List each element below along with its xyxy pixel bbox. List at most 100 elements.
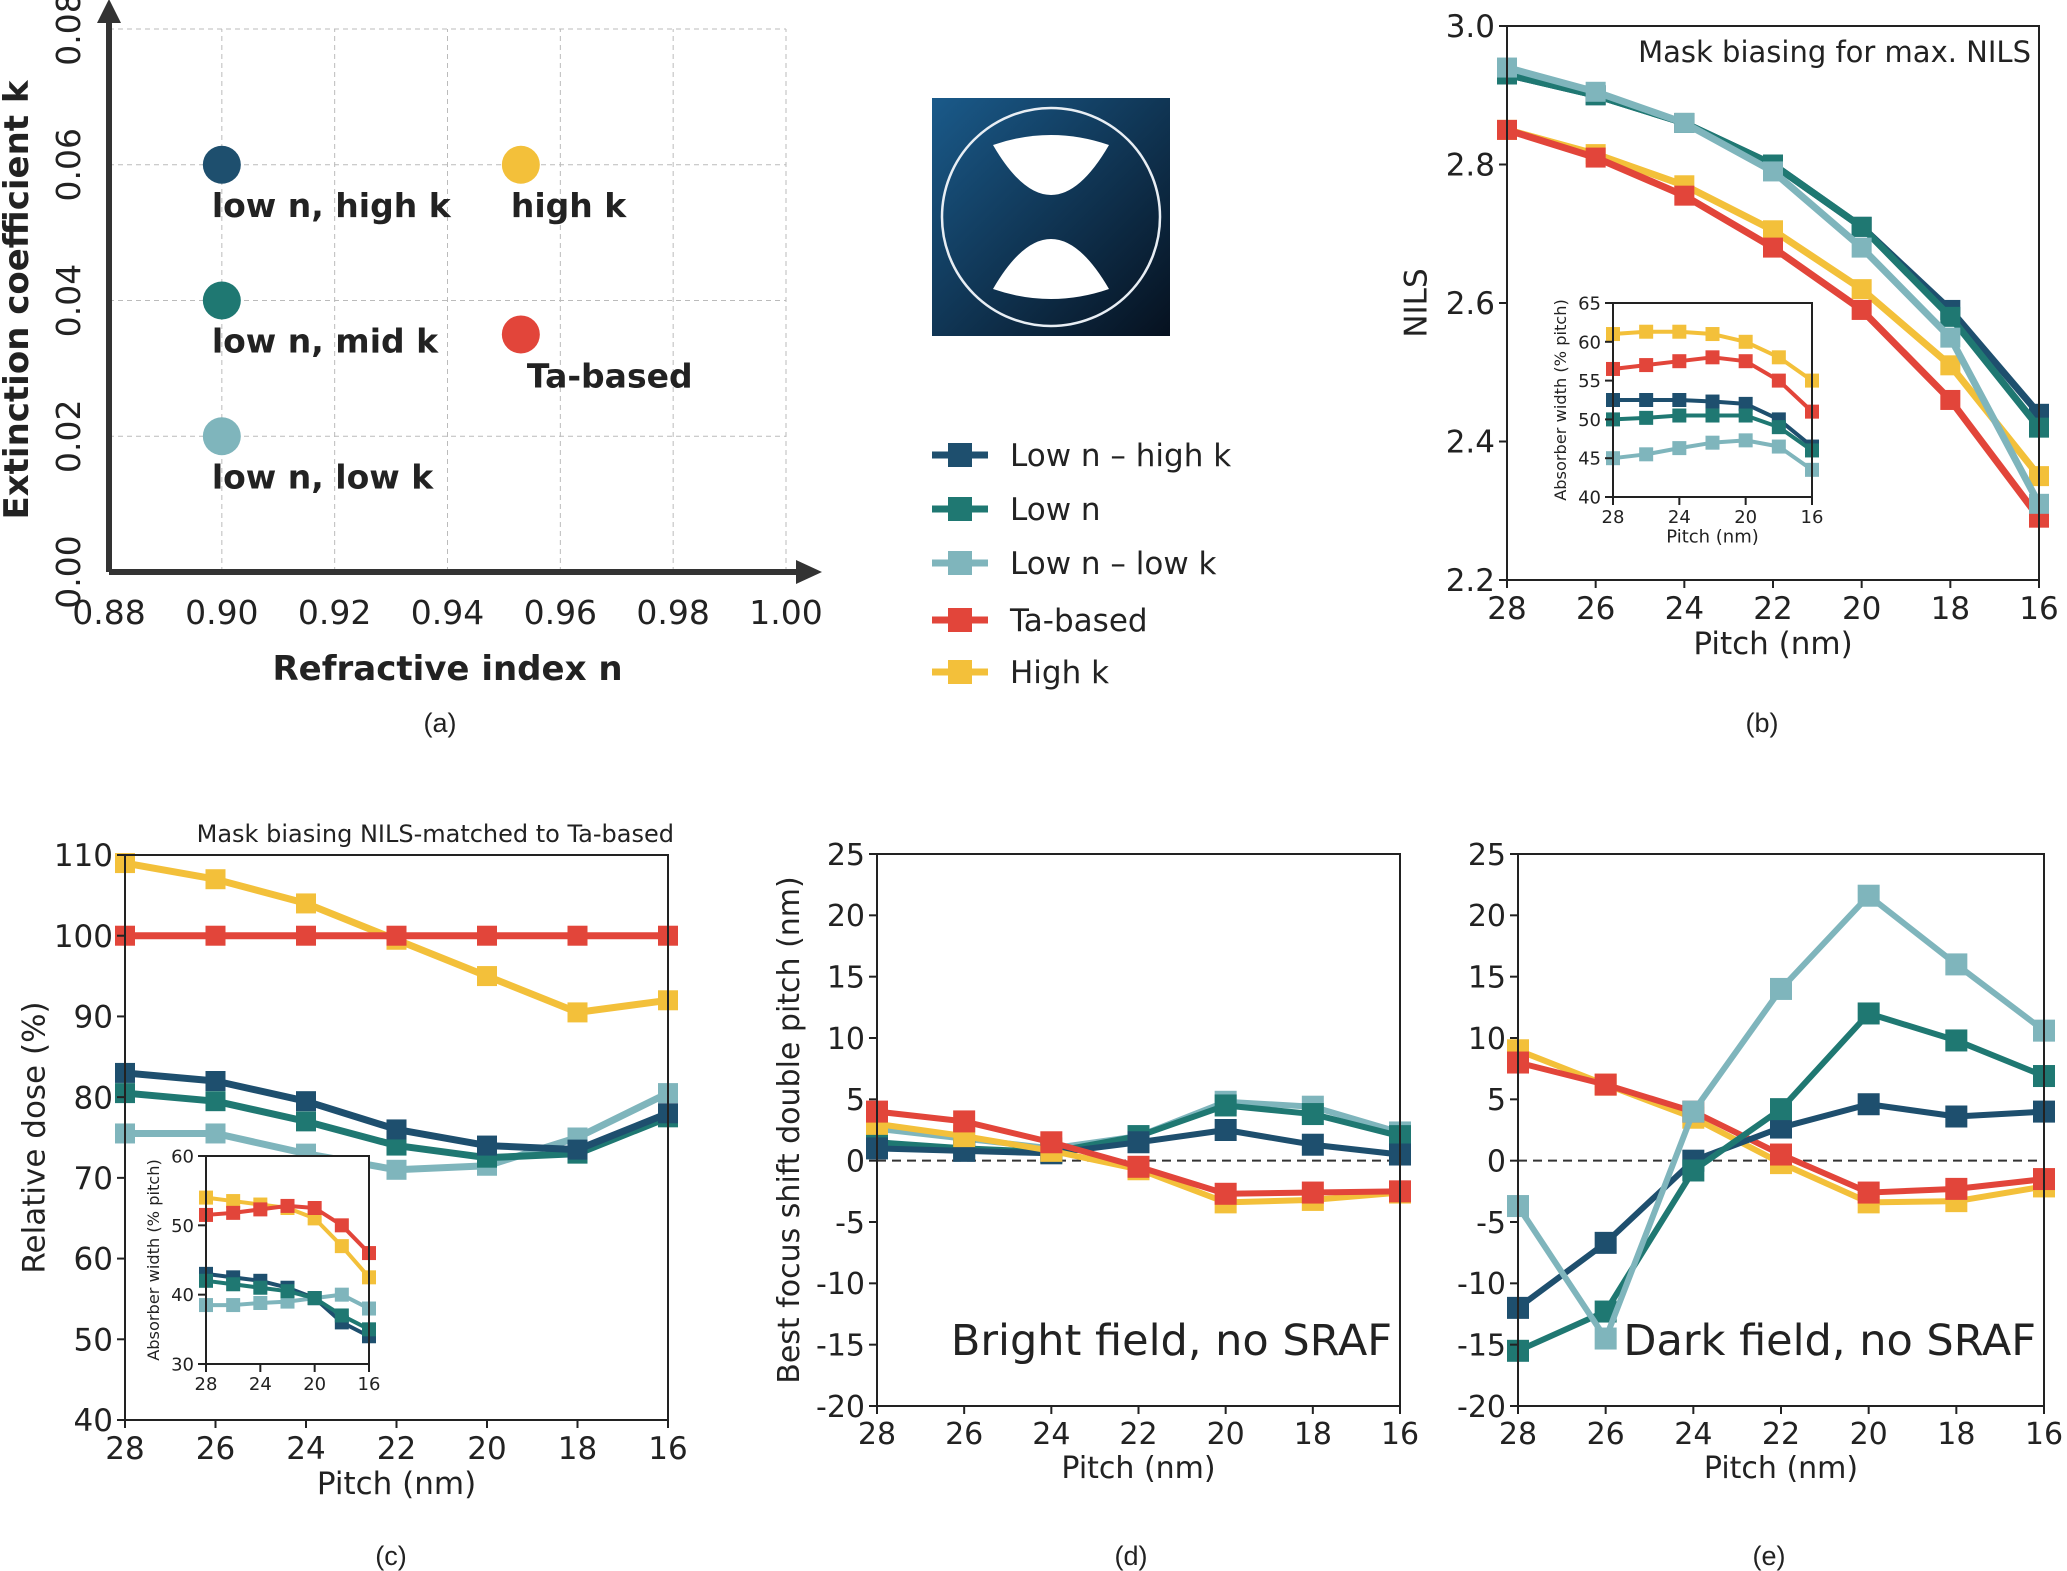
- data-point-low_n_high_k: [1127, 1131, 1150, 1154]
- y-tick-label: 60: [171, 1146, 194, 1167]
- x-tick-label: 0.90: [185, 593, 258, 632]
- data-point-high_k: [334, 1239, 349, 1254]
- y-tick-label: 10: [1468, 1022, 1506, 1057]
- y-axis-label: Relative dose (%): [16, 1001, 52, 1273]
- data-point-low_n_low_k: [1771, 439, 1786, 454]
- y-tick-label: 0.04: [49, 264, 88, 337]
- data-point-low_n_low_k: [1639, 447, 1654, 462]
- x-axis-arrow-icon: [796, 560, 822, 584]
- data-point-low_n_low_k: [253, 1295, 268, 1310]
- data-point-low_n_low_k: [1945, 953, 1968, 976]
- y-tick-label: 90: [74, 1000, 113, 1036]
- data-point-ta_based: [1594, 1073, 1617, 1096]
- y-tick-label: 15: [1468, 960, 1506, 995]
- y-tick-label: 0.02: [49, 400, 88, 473]
- x-tick-label: 20: [1207, 1417, 1245, 1452]
- data-point-ta_based: [1672, 354, 1687, 369]
- data-point-low_n_low_k: [1857, 884, 1880, 907]
- chart-panel-c: 40 50 60 70 80 90 100 110 28 26 24 22 20 18 16 Pitch (n…: [16, 820, 687, 1571]
- y-tick-label: 0: [846, 1144, 865, 1179]
- data-point-low_n: [1945, 1029, 1968, 1052]
- x-tick-label: 24: [286, 1431, 325, 1467]
- plot-frame: [205, 1155, 370, 1365]
- data-point-low_n_high_k: [1301, 1133, 1324, 1156]
- y-axis-label: NILS: [1398, 268, 1434, 337]
- data-point-low_n_high_k: [1945, 1105, 1968, 1128]
- y-tick-label: 50: [1578, 410, 1601, 431]
- data-point-ta_based: [1940, 389, 1961, 410]
- legend-marker-high_k: [948, 660, 972, 684]
- data-point-ta_based: [953, 1110, 976, 1133]
- x-tick-label: 24: [1032, 1417, 1070, 1452]
- x-tick-label: 0.96: [524, 593, 597, 632]
- data-point-ta_based: [1738, 354, 1753, 369]
- y-tick-label: 0.06: [49, 128, 88, 201]
- y-tick-label: 2.2: [1446, 563, 1495, 599]
- data-point-low_n: [386, 1135, 407, 1156]
- x-tick-label: 28: [1499, 1417, 1537, 1452]
- data-point-ta_based: [1585, 147, 1606, 168]
- data-point-low_n_high_k: [205, 1071, 226, 1091]
- x-tick-label: 16: [648, 1431, 687, 1467]
- data-point-high_k: [226, 1194, 241, 1209]
- data-point-low_n_low_k: [1672, 441, 1687, 456]
- data-point-low_n: [1771, 420, 1786, 435]
- y-tick-label: 60: [74, 1242, 113, 1278]
- data-point-low_n: [1851, 216, 1872, 237]
- point-label: low n, low k: [212, 457, 434, 496]
- y-tick-label: 0: [1487, 1144, 1506, 1179]
- x-tick-label: 18: [1931, 591, 1970, 627]
- y-tick-label: 0.08: [49, 0, 88, 66]
- y-axis-label: Absorber width (% pitch): [144, 1159, 163, 1361]
- x-tick-label: 28: [105, 1431, 144, 1467]
- data-point-ta_based: [296, 925, 316, 946]
- y-axis-arrow-icon: [97, 0, 121, 23]
- y-tick-label: 5: [1487, 1083, 1506, 1118]
- data-point-high_k: [1705, 327, 1720, 342]
- y-tick-label: 5: [846, 1083, 865, 1118]
- y-tick-label: -5: [835, 1206, 865, 1241]
- data-point-low_n_high_k: [1705, 394, 1720, 409]
- inset-chart: 30 40 50 60 28 24 20 16 Absorber width (% pitch): [144, 1146, 380, 1395]
- y-tick-label: 0.00: [49, 535, 88, 608]
- legend-label: Low n – low k: [1010, 546, 1217, 582]
- data-point-low_n_low_k: [1585, 81, 1606, 102]
- y-tick-label: 110: [54, 838, 113, 874]
- y-tick-label: 20: [1468, 899, 1506, 934]
- data-point-high_k: [1738, 334, 1753, 349]
- data-point-low_n_low_k: [1738, 433, 1753, 448]
- y-tick-label: 100: [54, 919, 113, 955]
- data-point-low_n: [202, 281, 241, 320]
- plot-frame: [1612, 302, 1813, 498]
- data-point-low_n_high_k: [1857, 1093, 1880, 1116]
- x-tick-label: 22: [1119, 1417, 1157, 1452]
- point-label: low n, mid k: [212, 322, 439, 361]
- x-tick-label: 16: [2019, 591, 2058, 627]
- y-tick-label: 2.4: [1446, 425, 1495, 461]
- y-tick-label: 50: [171, 1216, 194, 1237]
- chart-annotation: Bright field, no SRAF: [951, 1316, 1392, 1366]
- data-point-high_k: [296, 893, 316, 914]
- data-point-low_n_low_k: [1763, 161, 1783, 182]
- point-label: Ta-based: [527, 356, 693, 395]
- data-point-low_n: [205, 1091, 226, 1112]
- data-point-low_n: [226, 1277, 241, 1292]
- y-tick-label: -5: [1476, 1206, 1506, 1241]
- data-point-ta_based: [501, 315, 540, 354]
- x-tick-label: 20: [1842, 591, 1881, 627]
- data-point-low_n_low_k: [202, 417, 241, 456]
- data-point-high_k: [567, 1002, 588, 1023]
- legend-label: Low n: [1010, 492, 1101, 528]
- legend-label: High k: [1010, 655, 1109, 691]
- data-point-low_n: [1705, 408, 1720, 423]
- data-point-ta_based: [1945, 1177, 1968, 1200]
- inset-background: [206, 1156, 369, 1364]
- data-point-ta_based: [1771, 373, 1786, 388]
- data-point-low_n_high_k: [477, 1135, 497, 1156]
- data-point-ta_based: [1040, 1131, 1063, 1154]
- point-label: high k: [511, 186, 627, 225]
- chart-title: Mask biasing NILS-matched to Ta-based: [197, 820, 674, 848]
- y-tick-label: 2.6: [1446, 286, 1495, 322]
- x-tick-label: 24: [1665, 591, 1704, 627]
